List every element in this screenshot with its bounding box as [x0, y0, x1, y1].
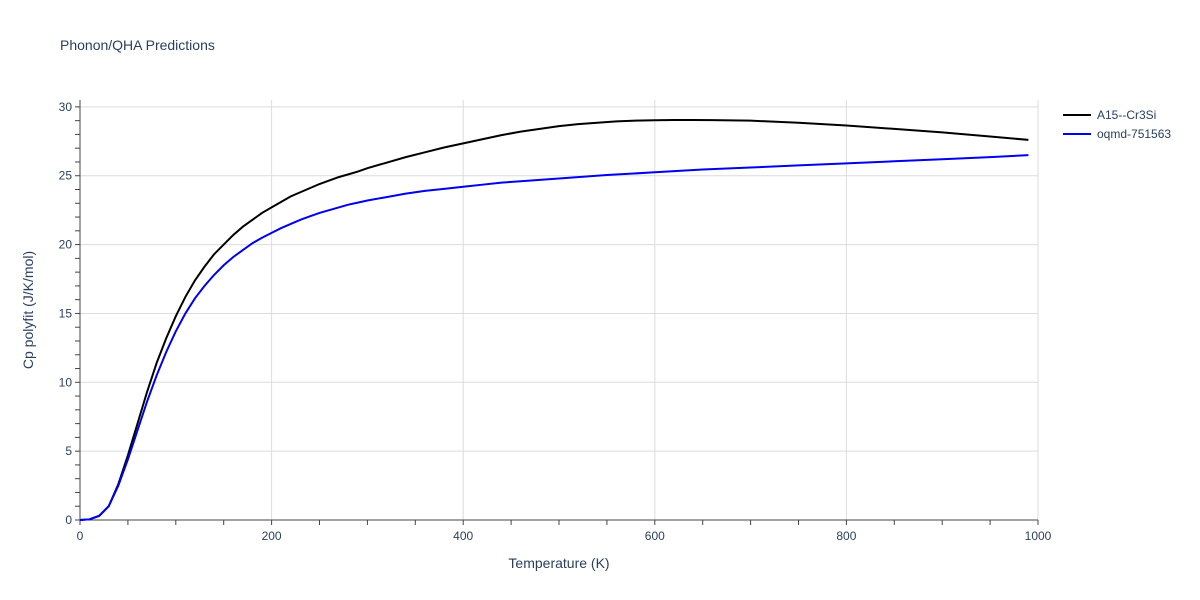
x-tick-label: 200 — [262, 529, 282, 543]
legend-label: oqmd-751563 — [1097, 127, 1171, 141]
y-tick-label: 15 — [59, 306, 73, 320]
x-tick-label: 0 — [77, 529, 84, 543]
chart-title: Phonon/QHA Predictions — [60, 37, 215, 53]
x-tick-label: 400 — [453, 529, 473, 543]
series-line-a15-cr3si[interactable] — [79, 118, 1029, 521]
series-layer — [79, 118, 1029, 521]
series-line-oqmd-751563[interactable] — [79, 154, 1029, 521]
y-tick-label: 0 — [65, 513, 72, 527]
y-tick-label: 10 — [59, 375, 73, 389]
legend-item-a15-cr3si[interactable]: A15--Cr3Si — [1063, 108, 1156, 122]
grid — [80, 100, 1039, 520]
x-tick-label: 800 — [836, 529, 856, 543]
legend-label: A15--Cr3Si — [1097, 108, 1156, 122]
y-axis-title: Cp polyfit (J/K/mol) — [20, 251, 36, 369]
axes: 0 200 400 600 800 1000 0 5 10 15 20 25 30 — [59, 100, 1052, 543]
legend[interactable]: A15--Cr3Si oqmd-751563 — [1063, 108, 1171, 141]
y-tick-label: 25 — [59, 169, 73, 183]
y-tick-label: 30 — [59, 100, 73, 114]
x-tick-label: 1000 — [1025, 529, 1052, 543]
x-tick-label: 600 — [645, 529, 665, 543]
legend-item-oqmd-751563[interactable]: oqmd-751563 — [1063, 127, 1171, 141]
x-axis-title: Temperature (K) — [508, 555, 609, 571]
y-tick-label: 20 — [59, 238, 73, 252]
y-tick-label: 5 — [65, 444, 72, 458]
